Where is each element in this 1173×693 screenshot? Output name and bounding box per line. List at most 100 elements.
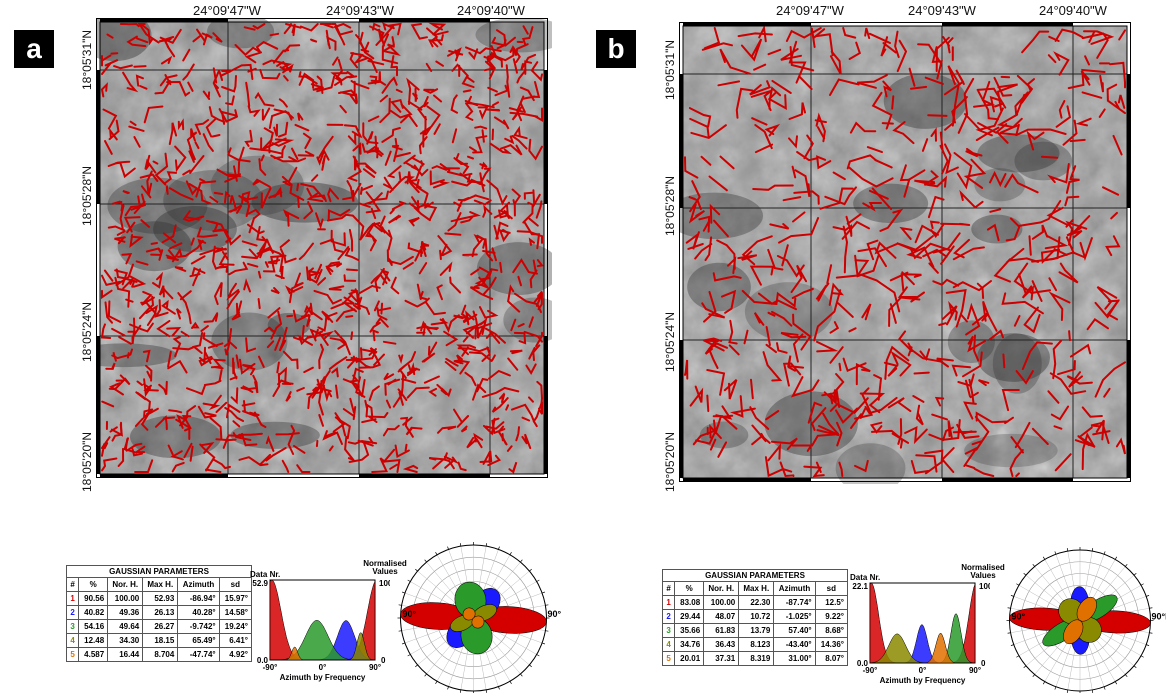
table-cell: 31.00° [773,651,816,666]
lineament [1081,432,1096,471]
lineament [914,224,939,244]
terrain-shadow [744,282,833,342]
lineament [361,135,378,153]
lineament [701,42,733,51]
lineament [791,165,797,179]
lineament [261,137,287,151]
lineament [167,350,172,368]
lineament [951,85,960,127]
lineament [349,397,355,414]
terrain-shadow [977,333,1050,382]
lineament [424,201,434,209]
lineament [170,450,184,461]
terrain-shadow [107,177,208,234]
lineament [277,366,294,385]
table-cell: 48.07 [703,609,740,624]
lineament [235,300,243,316]
lineament [441,314,460,333]
lineament [501,433,507,445]
lineament [967,335,987,353]
col-header: % [78,577,109,592]
table-cell: 34.30 [107,633,144,648]
lineament [379,94,389,103]
lineament [1044,235,1069,250]
lineament [104,140,113,155]
lineament [136,380,143,386]
lineament [868,32,891,44]
col-header: Max H. [142,577,179,592]
lineament [401,378,417,384]
lineament [135,37,149,44]
panel-a: a 24°09'47"W 24°09'43"W 24°09'40"W 18°05… [0,0,586,693]
lineament [507,284,521,313]
table-cell: 4.92° [218,647,253,662]
lineament [183,442,193,459]
lineament [709,424,722,439]
lineament [232,420,241,428]
lineament [912,395,925,403]
table-cell: 61.83 [703,623,740,638]
lineament [225,95,235,106]
lineament [255,40,279,53]
lineament [328,445,334,452]
lineament [835,407,859,424]
lineament [304,302,314,316]
lineament [197,238,207,251]
hist-xlabel: Azimuth by Frequency [280,673,366,682]
lineament [996,113,1023,129]
lineament [116,230,126,236]
lineament [900,273,922,292]
lineament [532,189,541,208]
lineament [450,94,459,114]
lineament [474,194,490,201]
lineament [1041,236,1061,262]
frame-tick [96,336,100,474]
lineament [235,354,240,369]
lineament [350,331,354,341]
lineament [213,191,224,195]
lineament [389,171,402,194]
lineament [1069,343,1092,358]
table-cell: 52.93 [142,591,179,606]
frame-tick [942,22,1073,26]
lineament [521,433,532,450]
lon-tick-1: 24°09'47"W [193,3,261,18]
lineament [764,456,793,478]
lineament [973,80,996,108]
lineament [974,415,990,451]
lineament [257,270,262,279]
lineament [1105,235,1121,257]
lineament [491,417,506,435]
lineament [307,267,322,275]
lineament [163,289,174,300]
lineament [221,75,237,93]
lineament [703,337,723,343]
lineament [750,89,772,112]
lineament [848,41,862,60]
lineament [498,392,506,404]
lineament [1053,51,1070,76]
lineament [205,117,217,138]
lineament [282,61,292,73]
lineament [1004,173,1039,194]
lineament [322,369,331,387]
lineament [133,65,147,68]
lineament [164,37,172,48]
lineament [465,46,502,55]
lineament [764,123,781,137]
lineament [365,403,374,419]
table-row: 1 83.08 100.00 22.30 -87.74° 12.5° [661,595,849,610]
lineament [287,213,290,227]
lat-tick-1: 18°05'31"N [80,29,94,90]
lineament [391,200,407,211]
lineament [439,261,453,276]
lineament [388,214,402,224]
lineament [152,271,164,289]
lineament [243,278,251,293]
lineament [824,186,857,206]
lineament [822,412,839,435]
lineament [971,440,983,446]
lineament [426,27,439,48]
lineament [791,288,814,299]
lineament [306,192,324,203]
